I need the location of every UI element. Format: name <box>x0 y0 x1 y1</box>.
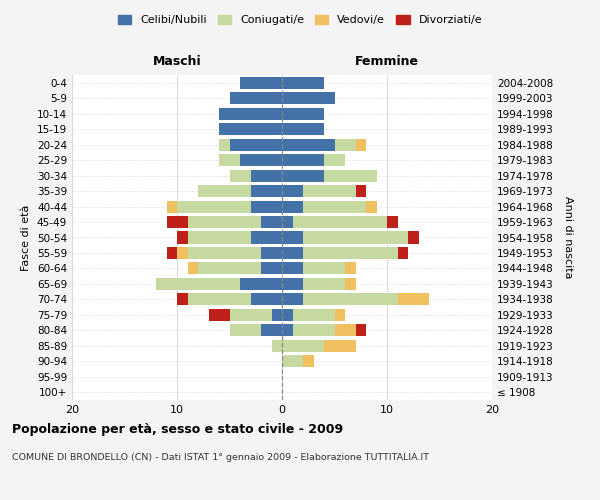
Bar <box>335 309 345 321</box>
Bar <box>282 200 303 212</box>
Bar <box>282 108 324 120</box>
Bar <box>229 92 282 104</box>
Bar <box>282 138 335 150</box>
Bar <box>293 324 335 336</box>
Bar <box>303 200 366 212</box>
Bar <box>167 247 177 259</box>
Bar <box>261 247 282 259</box>
Bar <box>251 170 282 181</box>
Bar <box>229 309 271 321</box>
Bar <box>240 278 282 290</box>
Bar <box>355 324 366 336</box>
Bar <box>271 309 282 321</box>
Bar <box>345 262 355 274</box>
Bar <box>303 185 355 197</box>
Bar <box>335 138 355 150</box>
Bar <box>303 294 398 306</box>
Bar <box>251 294 282 306</box>
Bar <box>303 356 314 368</box>
Bar <box>240 76 282 89</box>
Bar <box>187 232 251 243</box>
Bar <box>229 324 261 336</box>
Legend: Celibi/Nubili, Coniugati/e, Vedovi/e, Divorziati/e: Celibi/Nubili, Coniugati/e, Vedovi/e, Di… <box>113 10 487 30</box>
Bar <box>261 262 282 274</box>
Bar <box>303 232 408 243</box>
Bar <box>187 216 261 228</box>
Bar <box>271 340 282 352</box>
Bar <box>345 278 355 290</box>
Bar <box>282 76 324 89</box>
Bar <box>219 138 229 150</box>
Bar <box>355 185 366 197</box>
Bar <box>251 200 282 212</box>
Bar <box>177 294 187 306</box>
Text: Popolazione per età, sesso e stato civile - 2009: Popolazione per età, sesso e stato civil… <box>12 422 343 436</box>
Bar <box>177 200 251 212</box>
Bar <box>335 324 355 336</box>
Bar <box>209 309 229 321</box>
Bar <box>282 123 324 135</box>
Bar <box>167 216 187 228</box>
Text: Maschi: Maschi <box>152 56 202 68</box>
Text: COMUNE DI BRONDELLO (CN) - Dati ISTAT 1° gennaio 2009 - Elaborazione TUTTITALIA.: COMUNE DI BRONDELLO (CN) - Dati ISTAT 1°… <box>12 452 429 462</box>
Bar <box>198 262 261 274</box>
Bar <box>229 138 282 150</box>
Bar <box>177 247 187 259</box>
Bar <box>282 356 303 368</box>
Bar <box>408 232 419 243</box>
Bar <box>398 294 429 306</box>
Bar <box>282 247 303 259</box>
Bar <box>303 262 345 274</box>
Y-axis label: Anni di nascita: Anni di nascita <box>563 196 573 279</box>
Bar <box>282 185 303 197</box>
Bar <box>398 247 408 259</box>
Bar <box>303 278 345 290</box>
Bar <box>167 200 177 212</box>
Bar <box>177 232 187 243</box>
Bar <box>387 216 398 228</box>
Bar <box>324 154 345 166</box>
Bar <box>355 138 366 150</box>
Bar <box>240 154 282 166</box>
Bar <box>219 154 240 166</box>
Bar <box>261 324 282 336</box>
Bar <box>187 247 261 259</box>
Bar <box>303 247 398 259</box>
Bar <box>187 294 251 306</box>
Bar <box>282 278 303 290</box>
Bar <box>251 232 282 243</box>
Bar <box>293 309 335 321</box>
Bar <box>229 170 251 181</box>
Bar <box>219 108 282 120</box>
Bar <box>282 154 324 166</box>
Bar <box>251 185 282 197</box>
Bar <box>261 216 282 228</box>
Bar <box>324 170 377 181</box>
Y-axis label: Fasce di età: Fasce di età <box>22 204 31 270</box>
Bar <box>282 92 335 104</box>
Bar <box>198 185 251 197</box>
Bar <box>282 294 303 306</box>
Bar <box>282 262 303 274</box>
Text: Femmine: Femmine <box>355 56 419 68</box>
Bar <box>282 216 293 228</box>
Bar <box>282 340 324 352</box>
Bar <box>282 309 293 321</box>
Bar <box>282 170 324 181</box>
Bar <box>219 123 282 135</box>
Bar <box>187 262 198 274</box>
Bar <box>366 200 377 212</box>
Bar <box>282 232 303 243</box>
Bar <box>293 216 387 228</box>
Bar <box>156 278 240 290</box>
Bar <box>324 340 355 352</box>
Bar <box>282 324 293 336</box>
